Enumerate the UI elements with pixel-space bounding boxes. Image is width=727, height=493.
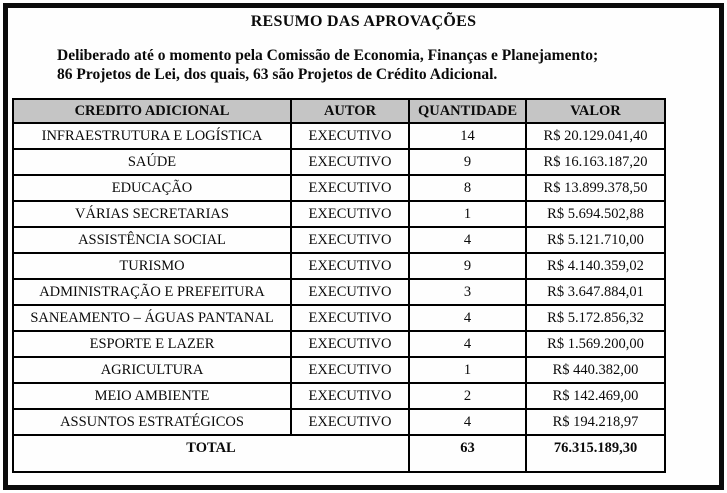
table-row: TURISMO EXECUTIVO 9 R$ 4.140.359,02 bbox=[12, 252, 666, 280]
table-row: ESPORTE E LAZER EXECUTIVO 4 R$ 1.569.200… bbox=[12, 330, 666, 358]
total-quantity: 63 bbox=[408, 434, 527, 473]
cell-quantidade: 9 bbox=[408, 148, 527, 176]
cell-valor: R$ 3.647.884,01 bbox=[525, 278, 666, 306]
cell-autor: EXECUTIVO bbox=[290, 200, 410, 228]
cell-valor: R$ 13.899.378,50 bbox=[525, 174, 666, 202]
intro-line-2: 86 Projetos de Lei, dos quais, 63 são Pr… bbox=[57, 66, 498, 83]
cell-credito-adicional: SAÚDE bbox=[12, 148, 292, 176]
approvals-table: CREDITO ADICIONAL AUTOR QUANTIDADE VALOR… bbox=[12, 98, 666, 473]
cell-credito-adicional: ASSUNTOS ESTRATÉGICOS bbox=[12, 408, 292, 436]
table-row: ADMINISTRAÇÃO E PREFEITURA EXECUTIVO 3 R… bbox=[12, 278, 666, 306]
intro-line-1: Deliberado até o momento pela Comissão d… bbox=[57, 47, 599, 64]
cell-quantidade: 3 bbox=[408, 278, 527, 306]
cell-quantidade: 2 bbox=[408, 382, 527, 410]
cell-credito-adicional: ADMINISTRAÇÃO E PREFEITURA bbox=[12, 278, 292, 306]
cell-credito-adicional: AGRICULTURA bbox=[12, 356, 292, 384]
cell-autor: EXECUTIVO bbox=[290, 356, 410, 384]
document-frame: RESUMO DAS APROVAÇÕES Deliberado até o m… bbox=[3, 3, 724, 490]
cell-valor: R$ 142.469,00 bbox=[525, 382, 666, 410]
cell-autor: EXECUTIVO bbox=[290, 304, 410, 332]
table-row: AGRICULTURA EXECUTIVO 1 R$ 440.382,00 bbox=[12, 356, 666, 384]
cell-quantidade: 4 bbox=[408, 304, 527, 332]
total-label: TOTAL bbox=[12, 434, 410, 473]
cell-credito-adicional: SANEAMENTO – ÁGUAS PANTANAL bbox=[12, 304, 292, 332]
intro-text: Deliberado até o momento pela Comissão d… bbox=[57, 46, 689, 84]
cell-valor: R$ 1.569.200,00 bbox=[525, 330, 666, 358]
cell-quantidade: 1 bbox=[408, 200, 527, 228]
cell-valor: R$ 194.218,97 bbox=[525, 408, 666, 436]
table-row: VÁRIAS SECRETARIAS EXECUTIVO 1 R$ 5.694.… bbox=[12, 200, 666, 228]
table-row: SAÚDE EXECUTIVO 9 R$ 16.163.187,20 bbox=[12, 148, 666, 176]
table-row: INFRAESTRUTURA E LOGÍSTICA EXECUTIVO 14 … bbox=[12, 122, 666, 150]
col-header-autor: AUTOR bbox=[290, 98, 410, 124]
table-header-row: CREDITO ADICIONAL AUTOR QUANTIDADE VALOR bbox=[12, 98, 666, 124]
cell-valor: R$ 16.163.187,20 bbox=[525, 148, 666, 176]
cell-autor: EXECUTIVO bbox=[290, 278, 410, 306]
table-row: ASSISTÊNCIA SOCIAL EXECUTIVO 4 R$ 5.121.… bbox=[12, 226, 666, 254]
cell-valor: R$ 440.382,00 bbox=[525, 356, 666, 384]
cell-quantidade: 4 bbox=[408, 408, 527, 436]
table-row: EDUCAÇÃO EXECUTIVO 8 R$ 13.899.378,50 bbox=[12, 174, 666, 202]
cell-quantidade: 8 bbox=[408, 174, 527, 202]
cell-credito-adicional: EDUCAÇÃO bbox=[12, 174, 292, 202]
cell-autor: EXECUTIVO bbox=[290, 408, 410, 436]
page-title: RESUMO DAS APROVAÇÕES bbox=[250, 13, 477, 30]
cell-credito-adicional: VÁRIAS SECRETARIAS bbox=[12, 200, 292, 228]
col-header-credito-adicional: CREDITO ADICIONAL bbox=[12, 98, 292, 124]
cell-quantidade: 4 bbox=[408, 226, 527, 254]
cell-autor: EXECUTIVO bbox=[290, 252, 410, 280]
table-row: ASSUNTOS ESTRATÉGICOS EXECUTIVO 4 R$ 194… bbox=[12, 408, 666, 436]
cell-credito-adicional: MEIO AMBIENTE bbox=[12, 382, 292, 410]
cell-valor: R$ 20.129.041,40 bbox=[525, 122, 666, 150]
cell-autor: EXECUTIVO bbox=[290, 330, 410, 358]
cell-credito-adicional: ESPORTE E LAZER bbox=[12, 330, 292, 358]
cell-credito-adicional: INFRAESTRUTURA E LOGÍSTICA bbox=[12, 122, 292, 150]
cell-credito-adicional: TURISMO bbox=[12, 252, 292, 280]
col-header-quantidade: QUANTIDADE bbox=[408, 98, 527, 124]
cell-autor: EXECUTIVO bbox=[290, 148, 410, 176]
cell-quantidade: 1 bbox=[408, 356, 527, 384]
total-row: TOTAL 63 76.315.189,30 bbox=[12, 434, 666, 473]
table-row: SANEAMENTO – ÁGUAS PANTANAL EXECUTIVO 4 … bbox=[12, 304, 666, 332]
cell-quantidade: 9 bbox=[408, 252, 527, 280]
cell-valor: R$ 5.172.856,32 bbox=[525, 304, 666, 332]
cell-autor: EXECUTIVO bbox=[290, 226, 410, 254]
table-row: MEIO AMBIENTE EXECUTIVO 2 R$ 142.469,00 bbox=[12, 382, 666, 410]
cell-credito-adicional: ASSISTÊNCIA SOCIAL bbox=[12, 226, 292, 254]
cell-autor: EXECUTIVO bbox=[290, 174, 410, 202]
col-header-valor: VALOR bbox=[525, 98, 666, 124]
cell-quantidade: 14 bbox=[408, 122, 527, 150]
total-value: 76.315.189,30 bbox=[525, 434, 666, 473]
cell-valor: R$ 5.694.502,88 bbox=[525, 200, 666, 228]
table-body: INFRAESTRUTURA E LOGÍSTICA EXECUTIVO 14 … bbox=[12, 122, 666, 436]
cell-valor: R$ 5.121.710,00 bbox=[525, 226, 666, 254]
cell-autor: EXECUTIVO bbox=[290, 382, 410, 410]
cell-autor: EXECUTIVO bbox=[290, 122, 410, 150]
cell-quantidade: 4 bbox=[408, 330, 527, 358]
cell-valor: R$ 4.140.359,02 bbox=[525, 252, 666, 280]
